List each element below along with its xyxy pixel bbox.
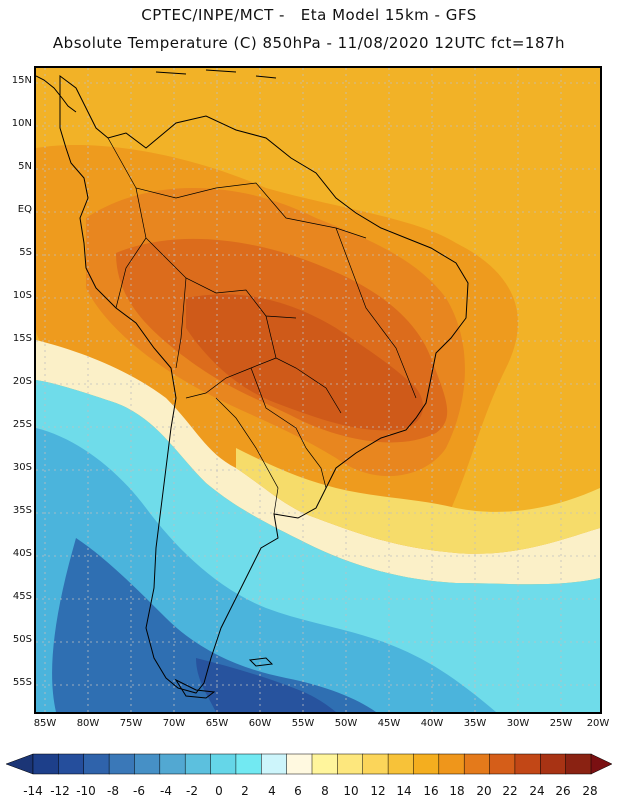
colorbar-segment (210, 753, 237, 775)
lon-label: 40W (420, 718, 444, 729)
colorbar-segment (286, 753, 313, 775)
lat-label: 35S (12, 505, 32, 516)
colorbar-segment (438, 753, 465, 775)
field-deep-blue (52, 538, 376, 712)
colorbar-label: 26 (555, 784, 571, 798)
lat-label: 10N (11, 118, 32, 129)
colorbar-segment (514, 753, 541, 775)
colorbar-segment (184, 753, 212, 775)
colorbar-label: 10 (343, 784, 359, 798)
lon-label: 65W (205, 718, 229, 729)
colorbar (5, 753, 613, 775)
lat-label: 50S (12, 634, 32, 645)
coastlines (36, 69, 469, 699)
colorbar-label: 12 (370, 784, 386, 798)
lon-label: 55W (291, 718, 315, 729)
lat-label: 5S (19, 247, 32, 258)
colorbar-segment (540, 753, 567, 775)
colorbar-label: -12 (50, 784, 70, 798)
lon-label: 45W (377, 718, 401, 729)
lat-label: 40S (12, 548, 32, 559)
colorbar-label: -14 (23, 784, 43, 798)
colorbar-label: 24 (529, 784, 545, 798)
colorbar-label: 16 (423, 784, 439, 798)
colorbar-label: 20 (476, 784, 492, 798)
colorbar-label: -6 (133, 784, 145, 798)
lat-lon-grid (36, 68, 600, 712)
colorbar-label: 8 (321, 784, 329, 798)
colorbar-segment (311, 753, 338, 775)
colorbar-over-arrow (590, 753, 613, 775)
colorbar-segment (387, 753, 415, 775)
falkland-islands (248, 657, 274, 667)
lat-label: 15S (12, 333, 32, 344)
colorbar-label: 4 (268, 784, 276, 798)
colorbar-label: 28 (582, 784, 598, 798)
map-panel[interactable] (34, 66, 602, 714)
lat-label: 20S (12, 376, 32, 387)
colorbar-label: 14 (396, 784, 412, 798)
country-borders (107, 137, 417, 515)
colorbar-label: -4 (160, 784, 172, 798)
colorbar-segment (134, 753, 161, 775)
central-america-outline (36, 75, 77, 113)
field-pale-yellow (236, 448, 600, 554)
colorbar-segment (463, 753, 491, 775)
colorbar-segment (413, 753, 440, 775)
colorbar-segment (58, 753, 85, 775)
colorbar-label: -10 (76, 784, 96, 798)
colorbar-label: 18 (449, 784, 465, 798)
colorbar-under-arrow (5, 753, 34, 775)
lon-label: 70W (162, 718, 186, 729)
lat-label: 15N (11, 75, 32, 86)
colorbar-label: 22 (502, 784, 518, 798)
colorbar-segment (32, 753, 59, 775)
colorbar-segment (565, 753, 592, 775)
colorbar-segment (489, 753, 516, 775)
south-america-outline (59, 75, 469, 694)
colorbar-segment (108, 753, 136, 775)
field-cream-band (36, 340, 600, 585)
lat-label: 25S (12, 419, 32, 430)
colorbar-label: 0 (215, 784, 223, 798)
lat-label: 10S (12, 290, 32, 301)
colorbar-segment (83, 753, 110, 775)
lat-label: 45S (12, 591, 32, 602)
colorbar-segment (235, 753, 262, 775)
lon-label: 35W (463, 718, 487, 729)
lon-label: 20W (586, 718, 610, 729)
field-hot-center (186, 294, 424, 431)
lon-label: 25W (549, 718, 573, 729)
lat-label: 5N (18, 161, 32, 172)
tierra-del-fuego (174, 678, 216, 699)
lat-label: 55S (12, 677, 32, 688)
colorbar-segment (337, 753, 364, 775)
lon-label: 30W (506, 718, 530, 729)
lon-label: 85W (33, 718, 57, 729)
lon-label: 75W (119, 718, 143, 729)
chart-title: CPTEC/INPE/MCT - Eta Model 15km - GFS (141, 6, 477, 24)
chart-subtitle: Absolute Temperature (C) 850hPa - 11/08/… (52, 34, 566, 52)
colorbar-segment (362, 753, 389, 775)
colorbar-label: 6 (294, 784, 302, 798)
colorbar-segment (261, 753, 288, 775)
lon-label: 50W (334, 718, 358, 729)
colorbar-label: 2 (241, 784, 249, 798)
colorbar-label: -2 (186, 784, 198, 798)
colorbar-segment (159, 753, 186, 775)
lon-label: 60W (248, 718, 272, 729)
field-darkest-blue (196, 658, 336, 712)
lat-label: 30S (12, 462, 32, 473)
lat-label: EQ (17, 204, 32, 215)
lon-label: 80W (76, 718, 100, 729)
caribbean-islands (155, 69, 277, 79)
colorbar-label: -8 (107, 784, 119, 798)
